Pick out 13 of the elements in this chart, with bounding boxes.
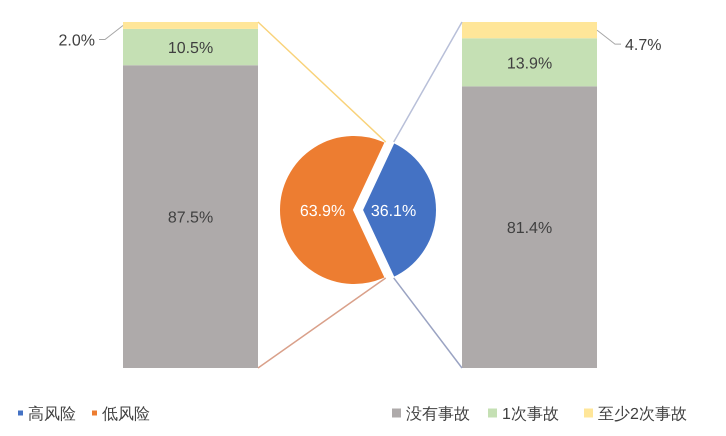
data-label: 36.1% [370, 203, 416, 220]
data-label: 10.5% [168, 40, 214, 58]
legend-label: 低风险 [102, 406, 150, 423]
data-label: 4.7% [625, 37, 662, 54]
data-label: 2.0% [58, 32, 95, 50]
legend-label: 高风险 [28, 405, 76, 423]
data-label: 63.9% [300, 203, 346, 220]
data-label: 87.5% [168, 210, 214, 227]
data-label: 13.9% [506, 55, 552, 72]
legend-label: 1次事故 [502, 405, 559, 423]
legend-label: 至少2次事故 [598, 405, 687, 423]
legend-label: 没有事故 [406, 405, 470, 423]
data-label: 81.4% [506, 220, 552, 238]
